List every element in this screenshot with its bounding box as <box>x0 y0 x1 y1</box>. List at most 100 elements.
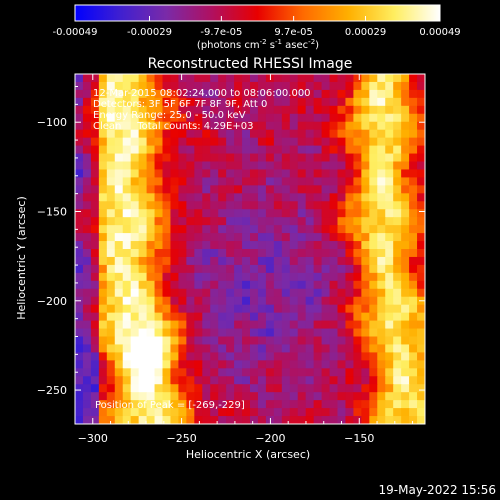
heatmap-cell <box>273 288 283 298</box>
heatmap-cell <box>170 360 179 369</box>
heatmap-cell <box>313 233 323 242</box>
heatmap-cell <box>170 352 179 361</box>
heatmap-cell <box>98 408 108 417</box>
heatmap-cell <box>226 288 235 298</box>
heatmap-cell <box>106 352 116 361</box>
heatmap-cell <box>305 288 315 298</box>
heatmap-cell <box>250 201 259 210</box>
heatmap-cell <box>393 280 402 290</box>
heatmap-cell <box>194 408 203 417</box>
heatmap-cell <box>202 264 211 274</box>
heatmap-cell <box>297 185 307 194</box>
heatmap-cell <box>313 352 323 361</box>
heatmap-cell <box>234 137 243 147</box>
heatmap-cell <box>313 81 323 91</box>
heatmap-cell <box>353 392 362 401</box>
heatmap-cell <box>154 161 164 171</box>
heatmap-cell <box>305 169 315 178</box>
heatmap-cell <box>409 105 418 115</box>
heatmap-cell <box>122 121 132 131</box>
heatmap-cell <box>353 360 362 369</box>
heatmap-cell <box>194 249 203 258</box>
heatmap-cell <box>178 392 187 401</box>
heatmap-cell <box>305 360 315 369</box>
colorbar-tick-label: 9.7e-05 <box>274 27 312 38</box>
heatmap-cell <box>98 336 108 346</box>
heatmap-cell <box>210 328 219 338</box>
heatmap-cell <box>210 217 219 226</box>
heatmap-cell <box>393 272 402 282</box>
heatmap-cell <box>202 416 211 424</box>
heatmap-cell <box>202 280 211 290</box>
colorbar-fill <box>74 4 441 22</box>
heatmap-cell <box>297 161 307 171</box>
heatmap-cell <box>401 264 410 274</box>
heatmap-cell <box>305 217 315 226</box>
heatmap-cell <box>194 384 203 393</box>
heatmap-cell <box>361 97 370 107</box>
heatmap-cell <box>305 193 315 202</box>
y-tick-label: −200 <box>37 295 67 308</box>
heatmap-cell <box>377 320 386 330</box>
heatmap-cell <box>289 113 299 123</box>
heatmap-cell <box>393 408 402 417</box>
heatmap-cell <box>146 81 156 91</box>
heatmap-cell <box>186 296 195 306</box>
heatmap-cell <box>114 217 124 226</box>
heatmap-cell <box>194 177 203 186</box>
heatmap-cell <box>417 249 425 258</box>
heatmap-cell <box>289 384 299 393</box>
heatmap-cell <box>305 105 315 115</box>
heatmap-cell <box>289 233 299 242</box>
heatmap-cell <box>130 74 140 83</box>
heatmap-cell <box>242 177 251 186</box>
heatmap-cell <box>114 201 124 210</box>
heatmap-cell <box>273 272 283 282</box>
heatmap-cell <box>417 400 425 409</box>
heatmap-cell <box>130 129 140 139</box>
heatmap-cell <box>130 145 140 155</box>
heatmap-cell <box>210 392 219 401</box>
heatmap-cell <box>393 97 402 107</box>
heatmap-cell <box>226 74 235 83</box>
heatmap-cell <box>218 408 227 417</box>
heatmap-cell <box>409 177 418 186</box>
heatmap-cell <box>313 328 323 338</box>
heatmap-cell <box>122 392 132 401</box>
heatmap-cell <box>82 193 92 202</box>
heatmap-cell <box>146 264 156 274</box>
heatmap-cell <box>154 193 164 202</box>
heatmap-cell <box>98 225 108 234</box>
heatmap-cell <box>194 312 203 322</box>
heatmap-cell <box>265 217 275 226</box>
heatmap-cell <box>337 145 347 155</box>
heatmap-cell <box>369 74 378 83</box>
heatmap-cell <box>162 312 172 322</box>
heatmap-cell <box>162 105 172 115</box>
heatmap-cell <box>75 161 84 171</box>
heatmap-cell <box>98 344 108 353</box>
heatmap-cell <box>393 416 402 424</box>
heatmap-cell <box>162 288 172 298</box>
heatmap-cell <box>409 121 418 131</box>
heatmap-cell <box>90 225 100 234</box>
heatmap-cell <box>202 169 211 178</box>
heatmap-cell <box>337 121 347 131</box>
heatmap-cell <box>401 169 410 178</box>
heatmap-cell <box>281 241 291 250</box>
heatmap-cell <box>194 89 203 99</box>
heatmap-cell <box>146 145 156 155</box>
heatmap-cell <box>305 209 315 218</box>
heatmap-cell <box>361 376 370 385</box>
heatmap-cell <box>154 89 164 99</box>
heatmap-cell <box>250 288 259 298</box>
heatmap-cell <box>337 400 347 409</box>
heatmap-cell <box>122 105 132 115</box>
heatmap-cell <box>234 81 243 91</box>
heatmap-cell <box>170 304 179 314</box>
heatmap-cell <box>417 153 425 163</box>
heatmap-cell <box>90 233 100 242</box>
heatmap-cell <box>170 376 179 385</box>
heatmap-cell <box>146 384 156 393</box>
heatmap-cell <box>353 145 362 155</box>
